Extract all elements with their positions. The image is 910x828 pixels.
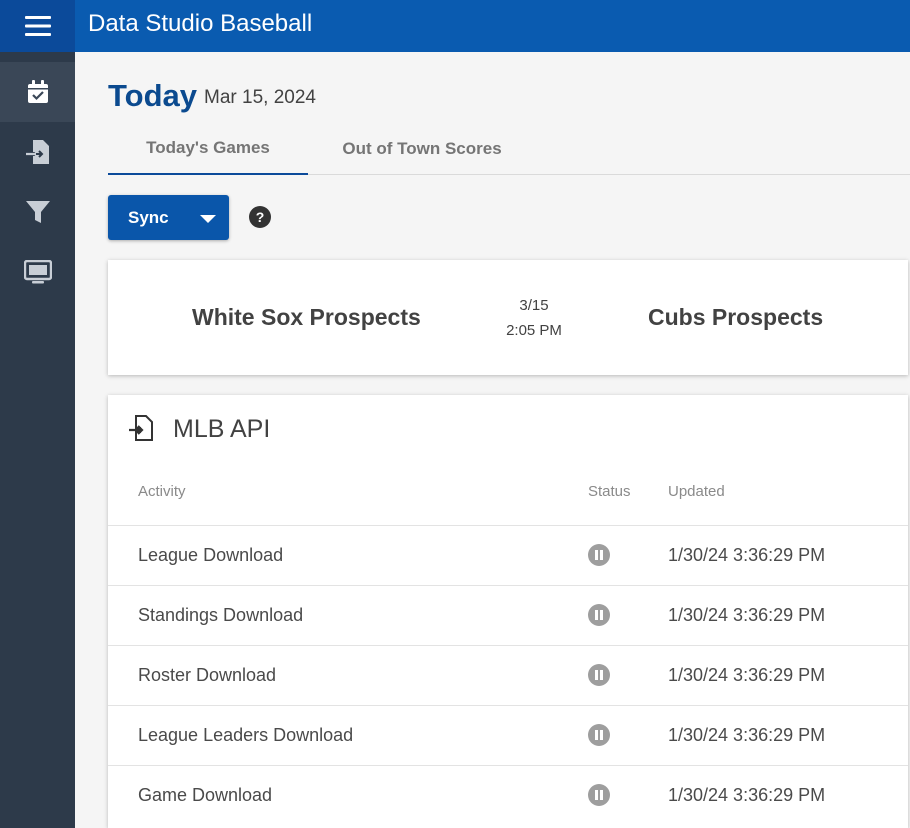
table-row: League Download 1/30/24 3:36:29 PM [108,525,908,585]
activity-cell: Standings Download [138,605,304,625]
pause-icon[interactable] [588,724,610,746]
app-title: Data Studio Baseball [88,10,313,37]
tab-todays-games[interactable]: Today's Games [108,122,308,175]
home-team: Cubs Prospects [648,304,824,330]
top-bar: Data Studio Baseball [75,0,910,52]
filter-icon [25,201,50,223]
column-header-status: Status [588,483,631,500]
menu-button[interactable] [0,0,75,52]
pause-icon[interactable] [588,664,610,686]
table-row: Game Download 1/30/24 3:36:29 PM [108,765,908,825]
table-row: Standings Download 1/30/24 3:36:29 PM [108,585,908,645]
panel-title: MLB API [173,415,271,443]
sidebar-item-display[interactable] [0,242,75,302]
game-card[interactable]: White Sox Prospects 3/15 2:05 PM Cubs Pr… [108,260,908,375]
game-time: 2:05 PM [506,322,562,339]
updated-cell: 1/30/24 3:36:29 PM [668,785,826,805]
updated-cell: 1/30/24 3:36:29 PM [668,725,826,745]
page-date: Mar 15, 2024 [204,87,316,108]
help-icon[interactable]: ? [249,206,271,228]
caret-down-icon[interactable] [200,215,216,223]
column-header-activity: Activity [138,483,186,500]
activity-cell: Roster Download [138,665,277,685]
calendar-check-icon [27,80,48,103]
updated-cell: 1/30/24 3:36:29 PM [668,605,826,625]
game-date: 3/15 [519,297,549,314]
updated-cell: 1/30/24 3:36:29 PM [668,545,826,565]
activity-cell: League Leaders Download [138,725,354,745]
sidebar-item-filter[interactable] [0,182,75,242]
sidebar-item-import[interactable] [0,122,75,182]
tab-out-of-town-scores[interactable]: Out of Town Scores [342,138,502,158]
mlb-api-panel: MLB API Activity Status Updated League D… [108,395,908,828]
updated-cell: 1/30/24 3:36:29 PM [668,665,826,685]
main-content: Today Mar 15, 2024 Today's Games Out of … [75,52,910,828]
sidebar [0,0,75,828]
pause-icon[interactable] [588,784,610,806]
away-team: White Sox Prospects [192,304,421,330]
file-import-icon [25,140,49,164]
tab-bar: Today's Games Out of Town Scores [108,122,910,175]
pause-icon[interactable] [588,604,610,626]
hamburger-icon [24,16,51,36]
activity-cell: League Download [138,545,284,565]
table-row: Roster Download 1/30/24 3:36:29 PM [108,645,908,705]
sidebar-item-today[interactable] [0,62,75,122]
sync-button[interactable]: Sync [108,195,229,240]
monitor-icon [23,260,52,284]
table-row: League Leaders Download 1/30/24 3:36:29 … [108,705,908,765]
file-import-icon [129,415,153,441]
column-header-updated: Updated [668,483,725,500]
page-title: Today [108,78,197,113]
activity-cell: Game Download [138,785,273,805]
sync-button-label: Sync [128,208,169,227]
pause-icon[interactable] [588,544,610,566]
